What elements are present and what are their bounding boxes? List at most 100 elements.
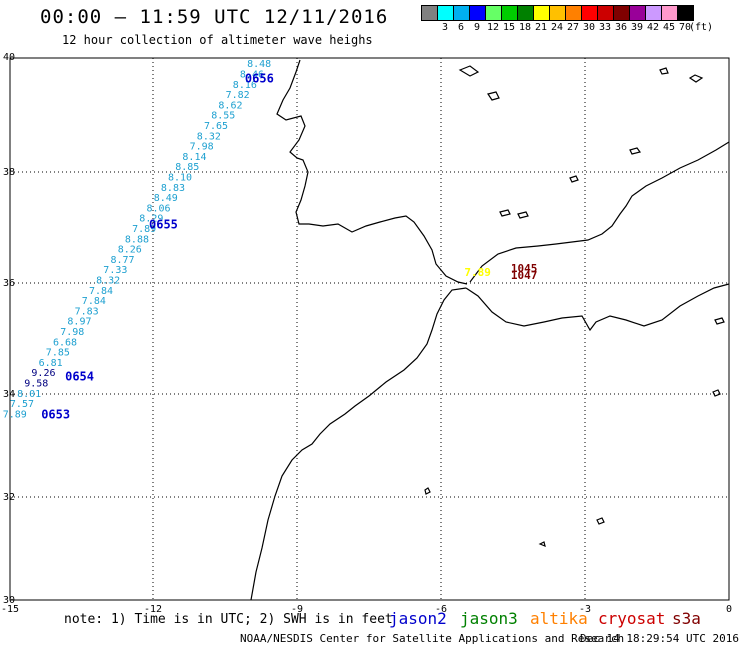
track-wave-height: 8.85: [175, 162, 199, 173]
track-wave-height: 8.62: [218, 100, 242, 111]
track-wave-height: 7.33: [103, 265, 127, 276]
coast-north-africa-mediterranean: [465, 283, 730, 332]
track-wave-height: 7.89: [132, 224, 156, 235]
coast-portugal: [276, 59, 468, 285]
satellite-legend-item: jason2: [389, 609, 447, 628]
grid-lines: [10, 58, 729, 600]
island-1: [458, 65, 480, 77]
track-wave-height: 8.46: [240, 70, 264, 81]
color-scale-label: 36: [614, 22, 628, 33]
track-wave-height: 8.32: [96, 276, 120, 287]
color-scale-label: 3: [441, 22, 449, 33]
track-wave-height: 8.97: [67, 317, 91, 328]
track-wave-height: 8.06: [147, 203, 171, 214]
track-wave-height: 9.58: [24, 379, 48, 390]
island-11: [538, 541, 546, 547]
island-10: [569, 175, 579, 183]
lon-label: -15: [1, 604, 19, 615]
map-frame: [9, 57, 730, 601]
lat-label: 40: [3, 52, 15, 63]
track-wave-height: 8.29: [139, 214, 163, 225]
color-scale-label: 6: [457, 22, 465, 33]
track-wave-height: 7.65: [204, 121, 228, 132]
lon-label: -6: [435, 604, 447, 615]
island-8: [712, 389, 721, 397]
track-wave-height: 7.84: [89, 286, 113, 297]
track-wave-height: 8.14: [182, 152, 206, 163]
satellite-track-values: 8.488.468.167.828.628.557.658.327.988.14…: [3, 59, 271, 420]
track-wave-height: 7.82: [226, 90, 250, 101]
track-wave-height: 7.83: [75, 306, 99, 317]
wave-height-color-scale: [421, 5, 694, 21]
color-scale-label: 33: [598, 22, 612, 33]
color-scale-labels: 3 6 9 12 15 18 21 24 27 30 33 36 39 42 45 70 (ft): [421, 22, 740, 36]
map-subtitle: 12 hour collection of altimeter wave hei…: [62, 33, 373, 47]
color-scale-label: 70: [678, 22, 692, 33]
color-scale-label: 42: [646, 22, 660, 33]
latitude-labels: 40 38 36 34 32 30: [3, 52, 15, 606]
lon-label: 0: [726, 604, 732, 615]
track-wave-height: 8.10: [168, 173, 192, 184]
track-wave-height: 6.68: [53, 337, 77, 348]
track-time-label: 0655: [149, 218, 178, 232]
lat-label: 34: [3, 389, 15, 400]
track-wave-height: 6.81: [39, 358, 63, 369]
color-scale-swatch: [677, 5, 694, 21]
map-title: 00:00 – 11:59 UTC 12/11/2016: [40, 6, 389, 28]
color-scale-label: 21: [534, 22, 548, 33]
satellite-legend-item: cryosat: [598, 609, 666, 628]
track-wave-height: 8.48: [247, 59, 271, 70]
island-9: [629, 147, 642, 155]
island-balearic-2: [659, 67, 669, 75]
island-3: [499, 209, 511, 217]
coast-spain-mediterranean: [469, 141, 730, 283]
color-scale-label: 24: [550, 22, 564, 33]
track-time-labels: 0656 0655 0654 0653: [41, 71, 274, 421]
strait-wave-height: 7.89: [464, 266, 491, 279]
track-wave-height: 7.89: [3, 409, 27, 420]
coastline: [250, 59, 730, 601]
track-wave-height: 8.01: [17, 389, 41, 400]
island-5: [424, 487, 431, 495]
color-scale-label: 18: [518, 22, 532, 33]
island-balearic-1: [688, 74, 704, 83]
track-wave-height: 7.98: [190, 142, 214, 153]
satellite-legend-item: altika: [530, 609, 588, 628]
lat-label: 32: [3, 492, 15, 503]
track-wave-height: 8.16: [233, 80, 257, 91]
track-wave-height: 8.49: [154, 193, 178, 204]
track-wave-height: 9.26: [31, 368, 55, 379]
track-time-label: 0654: [65, 370, 94, 384]
island-7: [714, 317, 725, 325]
credit-text: NOAA/NESDIS Center for Satellite Applica…: [240, 632, 625, 645]
satellite-legend-item: jason3: [460, 609, 518, 628]
island-6: [596, 517, 605, 525]
track-wave-height: 7.98: [60, 327, 84, 338]
island-4: [517, 211, 529, 219]
island-2: [487, 91, 500, 101]
track-time-label: 0656: [245, 71, 274, 85]
track-wave-height: 7.84: [82, 296, 106, 307]
track-wave-height: 8.77: [111, 255, 135, 266]
timestamp-text: Dec 14 18:29:54 UTC 2016: [580, 632, 739, 645]
track-wave-height: 8.88: [125, 234, 149, 245]
color-scale-label: (ft): [688, 22, 714, 33]
track-wave-height: 8.83: [161, 183, 185, 194]
coast-morocco-atlantic: [250, 287, 467, 601]
lat-label: 30: [3, 595, 15, 606]
lon-label: -12: [144, 604, 162, 615]
color-scale-label: 9: [473, 22, 481, 33]
lat-label: 36: [3, 278, 15, 289]
track-time-label: 0653: [41, 407, 70, 421]
color-scale-label: 15: [502, 22, 516, 33]
track-wave-height: 8.55: [211, 111, 235, 122]
strait-wave-height: 1047: [511, 269, 538, 282]
longitude-labels: -15 -12 -9 -6 -3 0: [1, 604, 732, 615]
track-wave-height: 7.85: [46, 348, 70, 359]
lon-label: -3: [579, 604, 591, 615]
track-wave-height: 7.57: [10, 399, 34, 410]
strait-wave-height: 1045: [511, 262, 538, 275]
color-scale-label: 27: [566, 22, 580, 33]
